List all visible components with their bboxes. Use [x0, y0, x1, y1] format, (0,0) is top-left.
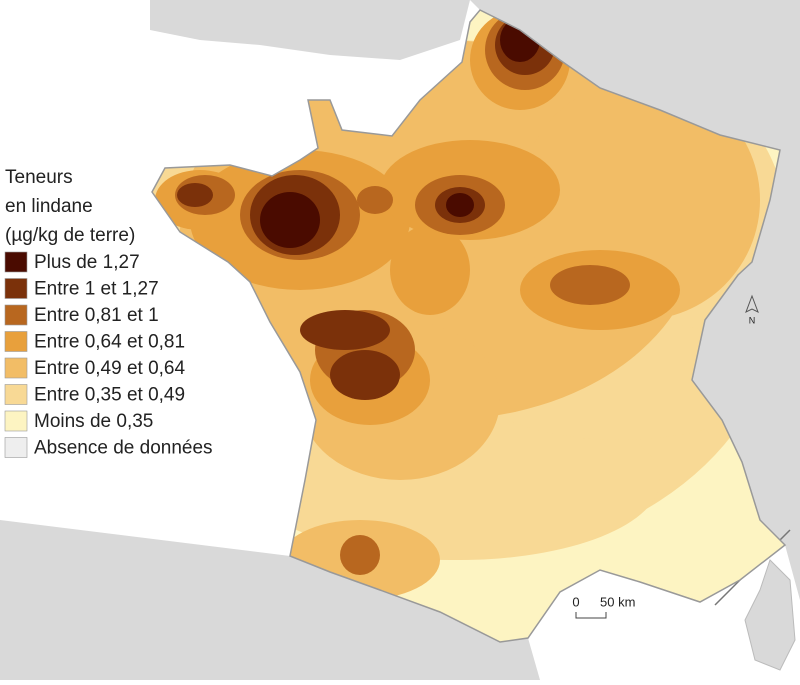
legend-label: Absence de données — [34, 438, 213, 459]
concentration-area — [357, 186, 393, 214]
legend-swatch — [4, 251, 28, 273]
concentration-area — [550, 265, 630, 305]
scale-label: 50 km — [600, 594, 635, 609]
legend-swatch — [4, 437, 28, 458]
legend-title: Teneurs — [5, 167, 73, 188]
scale-label: 0 — [572, 594, 579, 609]
legend-title: (µg/kg de terre) — [5, 225, 135, 246]
legend: Teneurs en lindane (µg/kg de terre) Plus de… — [4, 167, 213, 459]
spain — [0, 520, 540, 680]
legend-label: Entre 0,35 et 0,49 — [34, 385, 185, 406]
legend-label: Moins de 0,35 — [34, 411, 153, 432]
legend-label: Entre 0,81 et 1 — [34, 305, 159, 326]
legend-label: Entre 1 et 1,27 — [34, 279, 159, 300]
concentration-area — [260, 192, 320, 248]
legend-swatch — [4, 410, 28, 432]
concentration-area — [330, 350, 400, 400]
concentration-area — [340, 535, 380, 575]
legend-label: Plus de 1,27 — [34, 252, 140, 273]
concentration-area — [177, 183, 213, 207]
concentration-area — [446, 193, 474, 217]
north-arrow: N — [745, 294, 759, 325]
legend-swatch — [4, 357, 28, 379]
legend-label: Entre 0,64 et 0,81 — [34, 332, 185, 353]
legend-swatch — [4, 384, 28, 405]
united-kingdom — [150, 0, 470, 60]
concentration-areas — [152, 10, 785, 600]
corsica — [744, 559, 796, 671]
neighbouring-countries — [470, 0, 800, 600]
legend-swatch — [4, 278, 28, 299]
legend-swatch — [4, 331, 28, 352]
concentration-area — [300, 310, 390, 350]
legend-label: Entre 0,49 et 0,64 — [34, 358, 185, 379]
north-symbol — [745, 294, 759, 314]
scale-line — [575, 612, 607, 619]
legend-title: en lindane — [5, 196, 93, 217]
north-label: N — [749, 315, 756, 325]
concentration-area — [390, 225, 470, 315]
legend-swatch — [4, 304, 28, 326]
scale-bar: 0 50 km — [572, 594, 635, 619]
